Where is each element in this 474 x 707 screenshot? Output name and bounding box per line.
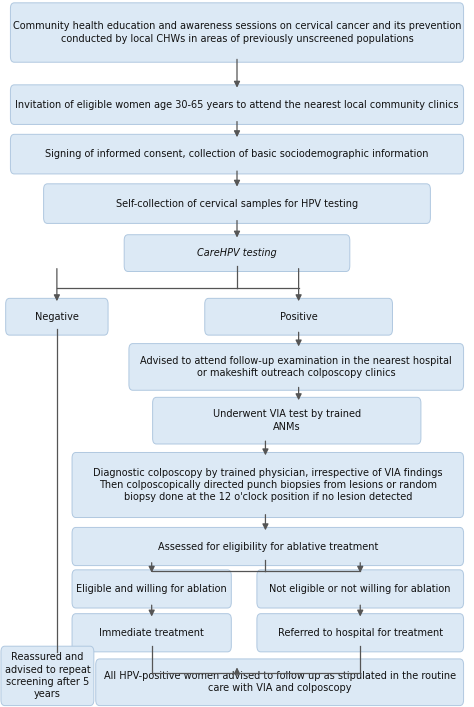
- Text: Eligible and willing for ablation: Eligible and willing for ablation: [76, 584, 227, 594]
- Text: Positive: Positive: [280, 312, 318, 322]
- Text: Advised to attend follow-up examination in the nearest hospital
or makeshift out: Advised to attend follow-up examination …: [140, 356, 452, 378]
- FancyBboxPatch shape: [1, 646, 94, 706]
- FancyBboxPatch shape: [129, 344, 464, 390]
- FancyBboxPatch shape: [44, 184, 430, 223]
- FancyBboxPatch shape: [10, 3, 464, 62]
- Text: All HPV-positive women advised to follow up as stipulated in the routine
care wi: All HPV-positive women advised to follow…: [104, 671, 456, 694]
- Text: Invitation of eligible women age 30-65 years to attend the nearest local communi: Invitation of eligible women age 30-65 y…: [15, 100, 459, 110]
- Text: Community health education and awareness sessions on cervical cancer and its pre: Community health education and awareness…: [13, 21, 461, 44]
- Text: Signing of informed consent, collection of basic sociodemographic information: Signing of informed consent, collection …: [45, 149, 429, 159]
- FancyBboxPatch shape: [153, 397, 421, 444]
- Text: Reassured and
advised to repeat
screening after 5
years: Reassured and advised to repeat screenin…: [5, 653, 90, 699]
- FancyBboxPatch shape: [10, 85, 464, 124]
- FancyBboxPatch shape: [96, 659, 464, 706]
- FancyBboxPatch shape: [72, 570, 231, 608]
- FancyBboxPatch shape: [10, 134, 464, 174]
- Text: Not eligible or not willing for ablation: Not eligible or not willing for ablation: [270, 584, 451, 594]
- FancyBboxPatch shape: [257, 614, 464, 652]
- Text: Negative: Negative: [35, 312, 79, 322]
- Text: Assessed for eligibility for ablative treatment: Assessed for eligibility for ablative tr…: [158, 542, 378, 551]
- FancyBboxPatch shape: [205, 298, 392, 335]
- Text: Underwent VIA test by trained
ANMs: Underwent VIA test by trained ANMs: [213, 409, 361, 432]
- Text: Referred to hospital for treatment: Referred to hospital for treatment: [278, 628, 443, 638]
- FancyBboxPatch shape: [72, 452, 464, 518]
- FancyBboxPatch shape: [124, 235, 350, 271]
- Text: Diagnostic colposcopy by trained physician, irrespective of VIA findings
Then co: Diagnostic colposcopy by trained physici…: [93, 467, 443, 503]
- FancyBboxPatch shape: [72, 527, 464, 566]
- Text: CareHPV testing: CareHPV testing: [197, 248, 277, 258]
- Text: Self-collection of cervical samples for HPV testing: Self-collection of cervical samples for …: [116, 199, 358, 209]
- Text: Immediate treatment: Immediate treatment: [99, 628, 204, 638]
- FancyBboxPatch shape: [72, 614, 231, 652]
- FancyBboxPatch shape: [6, 298, 108, 335]
- FancyBboxPatch shape: [257, 570, 464, 608]
